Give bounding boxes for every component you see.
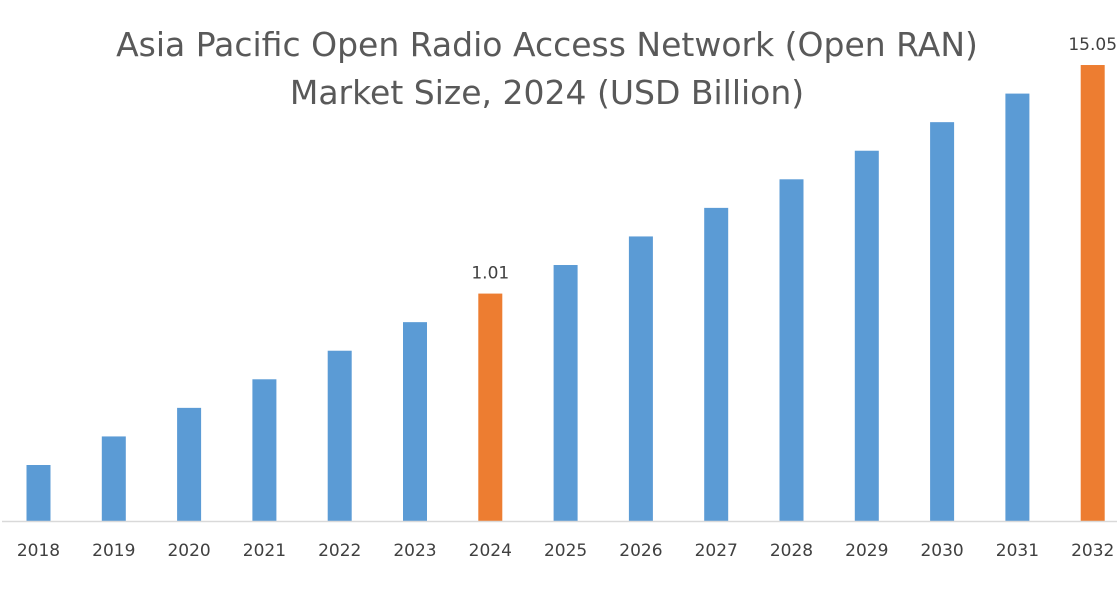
- bar-2021: [252, 379, 277, 521]
- chart-title-line-2: Market Size, 2024 (USD Billion): [290, 73, 804, 112]
- bar-2024: [478, 293, 503, 521]
- x-tick-2032: 2032: [1071, 541, 1114, 561]
- x-tick-2019: 2019: [92, 541, 135, 561]
- data-labels: 1.01 15.05: [471, 35, 1117, 284]
- x-tick-2030: 2030: [920, 541, 963, 561]
- x-axis-ticks: 2018 2019 2020 2021 2022 2023 2024 2025 2026 2027…: [17, 541, 1114, 561]
- bar-2025: [553, 265, 578, 521]
- x-tick-2025: 2025: [544, 541, 587, 561]
- x-tick-2023: 2023: [393, 541, 436, 561]
- bar-2030: [930, 122, 955, 521]
- data-label-2032: 15.05: [1068, 35, 1117, 55]
- bar-2023: [403, 322, 427, 521]
- chart-title-line-1: Asia Pacific Open Radio Access Network (…: [116, 25, 978, 64]
- x-tick-2020: 2020: [167, 541, 210, 561]
- bar-2029: [854, 150, 879, 522]
- bar-2019: [101, 436, 126, 521]
- x-tick-2018: 2018: [17, 541, 60, 561]
- bars: [26, 65, 1105, 522]
- x-tick-2031: 2031: [996, 541, 1039, 561]
- x-tick-2021: 2021: [243, 541, 286, 561]
- bar-2032: [1080, 65, 1105, 522]
- x-tick-2024: 2024: [469, 541, 512, 561]
- bar-2027: [704, 207, 729, 521]
- bar-2020: [177, 407, 202, 521]
- bar-2022: [327, 350, 352, 521]
- data-label-2024: 1.01: [471, 264, 509, 284]
- x-tick-2028: 2028: [770, 541, 813, 561]
- bar-2018: [26, 465, 51, 521]
- bar-2031: [1005, 93, 1030, 521]
- x-tick-2027: 2027: [695, 541, 738, 561]
- x-tick-2029: 2029: [845, 541, 888, 561]
- bar-2026: [628, 236, 653, 521]
- bar-2028: [779, 179, 804, 522]
- x-tick-2022: 2022: [318, 541, 361, 561]
- x-tick-2026: 2026: [619, 541, 662, 561]
